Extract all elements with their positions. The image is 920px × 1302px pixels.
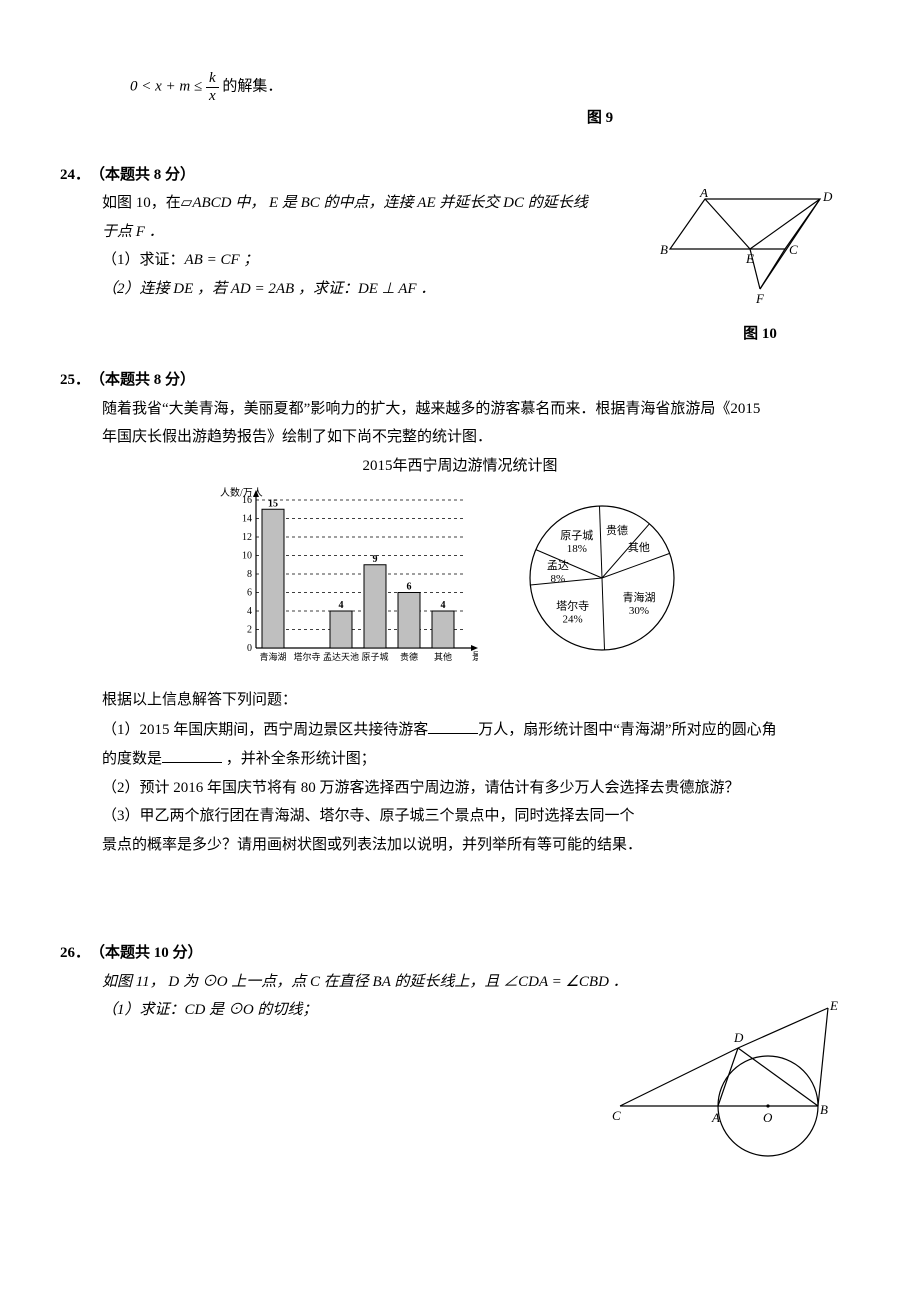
q25-number: 25． — [60, 366, 90, 395]
svg-text:E: E — [829, 998, 838, 1013]
q24-part1: （1）求证：AB = CF ； — [60, 246, 660, 275]
svg-text:18%: 18% — [567, 543, 587, 555]
blank-2 — [162, 744, 222, 763]
figure-9-label: 图 9 — [340, 104, 860, 133]
q25-q3b: 景点的概率是多少？请用画树状图或列表法加以说明，并列举所有等可能的结果． — [60, 831, 860, 860]
svg-text:D: D — [822, 189, 833, 204]
svg-text:10: 10 — [242, 551, 252, 562]
q26-points: （本题共 10 分） — [90, 939, 203, 968]
svg-text:4: 4 — [247, 606, 252, 617]
svg-text:A: A — [699, 189, 708, 200]
svg-text:青海湖: 青海湖 — [623, 590, 656, 604]
svg-text:0: 0 — [247, 643, 252, 654]
svg-text:B: B — [820, 1102, 828, 1117]
svg-text:C: C — [789, 242, 798, 257]
q24-header: 24． （本题共 8 分） — [60, 161, 860, 190]
q25-chart-title: 2015年西宁周边游情况统计图 — [60, 452, 860, 481]
q24-figure: A D B C E F 图 10 — [660, 189, 860, 348]
q24-part2: （2）连接 DE ，若 AD = 2AB ，求证：DE ⊥ AF ． — [60, 275, 660, 304]
svg-text:2: 2 — [247, 625, 252, 636]
svg-text:6: 6 — [407, 582, 412, 593]
svg-text:人数/万人: 人数/万人 — [220, 486, 263, 499]
svg-text:E: E — [745, 251, 754, 266]
svg-text:原子城: 原子城 — [361, 652, 388, 662]
svg-text:其他: 其他 — [434, 651, 452, 662]
svg-text:其他: 其他 — [628, 541, 650, 554]
q24-line1: 如图 10，在▱ABCD 中， E 是 BC 的中点，连接 AE 并延长交 DC… — [60, 189, 660, 218]
svg-text:塔尔寺: 塔尔寺 — [556, 600, 589, 613]
svg-text:4: 4 — [441, 600, 446, 611]
svg-text:8: 8 — [247, 569, 252, 580]
q26-figure: C A O B D E — [610, 996, 860, 1177]
svg-text:4: 4 — [339, 600, 344, 611]
q23-inequality: 0 < x + m ≤ kx 的解集． — [60, 70, 860, 104]
svg-text:青海湖: 青海湖 — [259, 651, 286, 662]
svg-text:24%: 24% — [563, 614, 583, 626]
q24-points: （本题共 8 分） — [90, 161, 195, 190]
q24-line2: 于点 F ． — [60, 218, 660, 247]
parallelogram-symbol: ▱ — [181, 195, 193, 211]
svg-text:15: 15 — [268, 498, 278, 509]
q24-diagram-svg: A D B C E F — [660, 189, 850, 309]
ineq-suffix: 的解集． — [219, 78, 283, 94]
q26-diagram-svg: C A O B D E — [610, 996, 850, 1166]
q26-line1: 如图 11， D 为 ⊙O 上一点，点 C 在直径 BA 的延长线上，且 ∠CD… — [60, 968, 860, 997]
svg-text:14: 14 — [242, 514, 252, 525]
svg-text:30%: 30% — [629, 605, 649, 617]
svg-text:F: F — [755, 291, 765, 306]
svg-text:8%: 8% — [551, 573, 566, 585]
q26-number: 26． — [60, 939, 90, 968]
svg-text:C: C — [612, 1108, 621, 1123]
q26-part1: （1）求证：CD 是 ⊙O 的切线； — [60, 996, 610, 1025]
fraction-k-over-x: kx — [206, 70, 219, 104]
bar-chart: 2468101214160人数/万人景点15青海湖塔尔寺4孟达天池9原子城6贵德… — [218, 486, 478, 676]
svg-text:原子城: 原子城 — [560, 529, 593, 542]
q25-q1: （1）2015 年国庆期间，西宁周边景区共接待游客万人，扇形统计图中“青海湖”所… — [60, 715, 860, 745]
pie-chart: 青海湖30% 塔尔寺24% 孟达8% 原子城18% 贵德其他 — [502, 486, 702, 666]
figure-10-label: 图 10 — [660, 320, 860, 349]
q25-points: （本题共 8 分） — [90, 366, 195, 395]
svg-text:孟达: 孟达 — [547, 559, 569, 572]
svg-text:D: D — [733, 1030, 744, 1045]
svg-text:6: 6 — [247, 588, 252, 599]
blank-1 — [428, 715, 478, 734]
svg-text:景点: 景点 — [472, 651, 478, 663]
q25-p1: 随着我省“大美青海，美丽夏都”影响力的扩大，越来越多的游客慕名而来．根据青海省旅… — [60, 395, 860, 424]
q26-header: 26． （本题共 10 分） — [60, 939, 860, 968]
svg-text:B: B — [660, 242, 668, 257]
svg-text:孟达天池: 孟达天池 — [323, 651, 359, 662]
svg-text:O: O — [763, 1110, 773, 1125]
q25-q3a: （3）甲乙两个旅行团在青海湖、塔尔寺、原子城三个景点中，同时选择去同一个 — [60, 802, 860, 831]
q24-number: 24． — [60, 161, 90, 190]
q25-header: 25． （本题共 8 分） — [60, 366, 860, 395]
q25-p2: 年国庆长假出游趋势报告》绘制了如下尚不完整的统计图． — [60, 423, 860, 452]
q25-q2: （2）预计 2016 年国庆节将有 80 万游客选择西宁周边游，请估计有多少万人… — [60, 774, 860, 803]
svg-text:A: A — [711, 1110, 720, 1125]
svg-text:9: 9 — [373, 554, 378, 565]
svg-text:塔尔寺: 塔尔寺 — [293, 651, 320, 662]
svg-text:贵德: 贵德 — [606, 523, 628, 537]
ineq-prefix: 0 < x + m ≤ — [130, 78, 206, 94]
svg-text:12: 12 — [242, 532, 252, 543]
q25-charts: 2468101214160人数/万人景点15青海湖塔尔寺4孟达天池9原子城6贵德… — [60, 486, 860, 676]
svg-text:贵德: 贵德 — [400, 651, 418, 662]
q25-intro: 根据以上信息解答下列问题： — [60, 686, 860, 715]
q25-q1c: 的度数是 ，并补全条形统计图； — [60, 744, 860, 774]
